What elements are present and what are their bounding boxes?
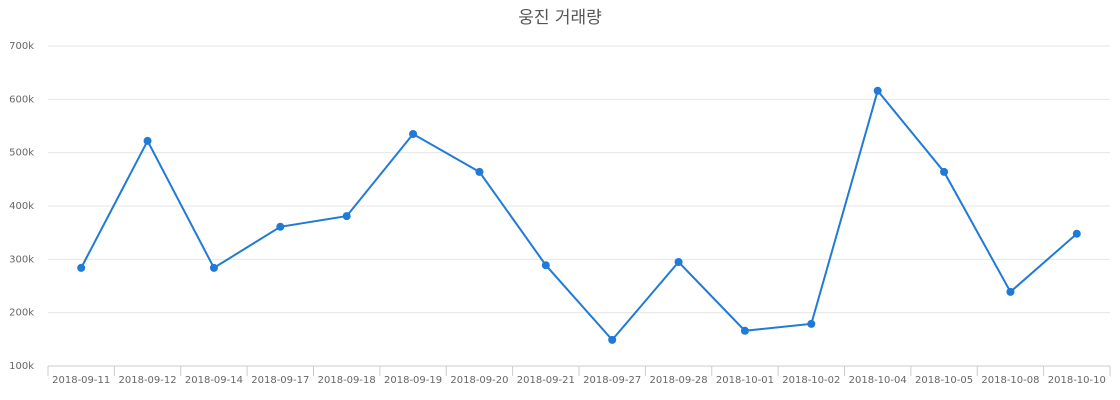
point bbox=[77, 263, 86, 272]
point bbox=[409, 130, 418, 138]
point bbox=[807, 319, 816, 328]
chart-title: 웅진 거래량 bbox=[518, 8, 602, 28]
x-tick-label: 2018-10-08 bbox=[981, 375, 1039, 386]
point bbox=[475, 167, 484, 176]
y-tick-label: 400k bbox=[9, 201, 34, 212]
point bbox=[1072, 229, 1081, 238]
x-tick-label: 2018-10-02 bbox=[782, 375, 840, 386]
line bbox=[80, 88, 1078, 342]
x-tick-label: 2018-09-11 bbox=[52, 375, 110, 386]
x-tick-label: 2018-09-18 bbox=[318, 375, 376, 386]
point bbox=[740, 326, 749, 335]
point bbox=[873, 86, 882, 95]
point bbox=[608, 335, 617, 344]
x-tick-label: 2018-09-27 bbox=[583, 375, 641, 386]
x-tick-label: 2018-09-12 bbox=[119, 375, 177, 386]
x-tick-label: 2018-10-04 bbox=[849, 375, 907, 386]
x-tick-label: 2018-10-01 bbox=[716, 375, 774, 386]
x-tick-label: 2018-09-14 bbox=[185, 375, 243, 386]
point bbox=[541, 261, 550, 270]
point bbox=[342, 212, 351, 221]
point bbox=[1006, 287, 1015, 296]
point bbox=[940, 167, 949, 176]
point bbox=[209, 263, 218, 272]
point bbox=[276, 222, 285, 231]
x-tick-label: 2018-09-21 bbox=[517, 375, 575, 386]
y-tick-label: 200k bbox=[9, 308, 34, 319]
y-tick-label: 500k bbox=[9, 148, 34, 159]
y-tick-label: 700k bbox=[9, 41, 34, 52]
y-tick-label: 100k bbox=[9, 361, 34, 372]
x-tick-label: 2018-09-20 bbox=[450, 375, 508, 386]
point bbox=[143, 136, 152, 145]
x-tick-label: 2018-10-05 bbox=[915, 375, 973, 386]
x-tick-label: 2018-10-10 bbox=[1048, 375, 1106, 386]
y-tick-label: 300k bbox=[9, 254, 34, 265]
x-tick-label: 2018-09-19 bbox=[384, 375, 442, 386]
x-tick-label: 2018-09-17 bbox=[251, 375, 309, 386]
y-tick-label: 600k bbox=[9, 94, 34, 105]
point bbox=[674, 258, 683, 266]
x-tick-label: 2018-09-28 bbox=[650, 375, 708, 386]
